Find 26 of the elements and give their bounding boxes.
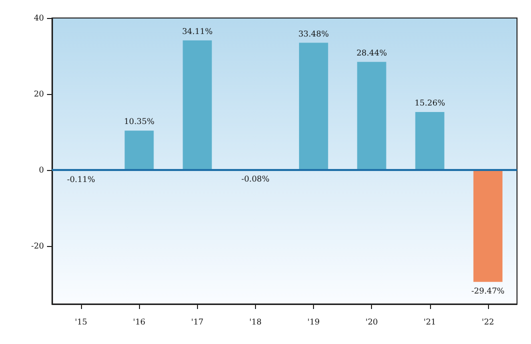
bar — [182, 40, 212, 170]
x-tick-label: '20 — [365, 318, 378, 326]
x-tick-label: '21 — [424, 318, 436, 326]
data-label: 28.44% — [356, 48, 388, 58]
x-tick-label: '18 — [249, 318, 262, 326]
bar — [357, 62, 386, 170]
bar — [415, 112, 444, 170]
data-label: 10.35% — [124, 117, 155, 126]
x-tick-label: '17 — [191, 318, 204, 326]
y-tick-label: -20 — [31, 241, 44, 250]
bar — [124, 130, 154, 170]
data-label: 15.26% — [414, 98, 446, 108]
y-tick-label: 0 — [38, 165, 44, 174]
y-tick-label: 20 — [34, 89, 44, 98]
data-label: -0.11% — [67, 174, 96, 184]
x-tick-label: '19 — [307, 318, 320, 326]
data-label: -0.08% — [241, 174, 270, 184]
x-tick-label: '22 — [482, 318, 494, 326]
data-label: 33.48% — [298, 29, 330, 38]
bar — [299, 42, 328, 170]
data-label: 34.11% — [182, 26, 213, 36]
y-tick-label: 40 — [34, 14, 44, 22]
data-label: -29.47% — [471, 286, 505, 296]
x-tick-label: '15 — [74, 318, 88, 326]
x-tick-label: '16 — [132, 318, 146, 326]
bar — [473, 170, 502, 282]
